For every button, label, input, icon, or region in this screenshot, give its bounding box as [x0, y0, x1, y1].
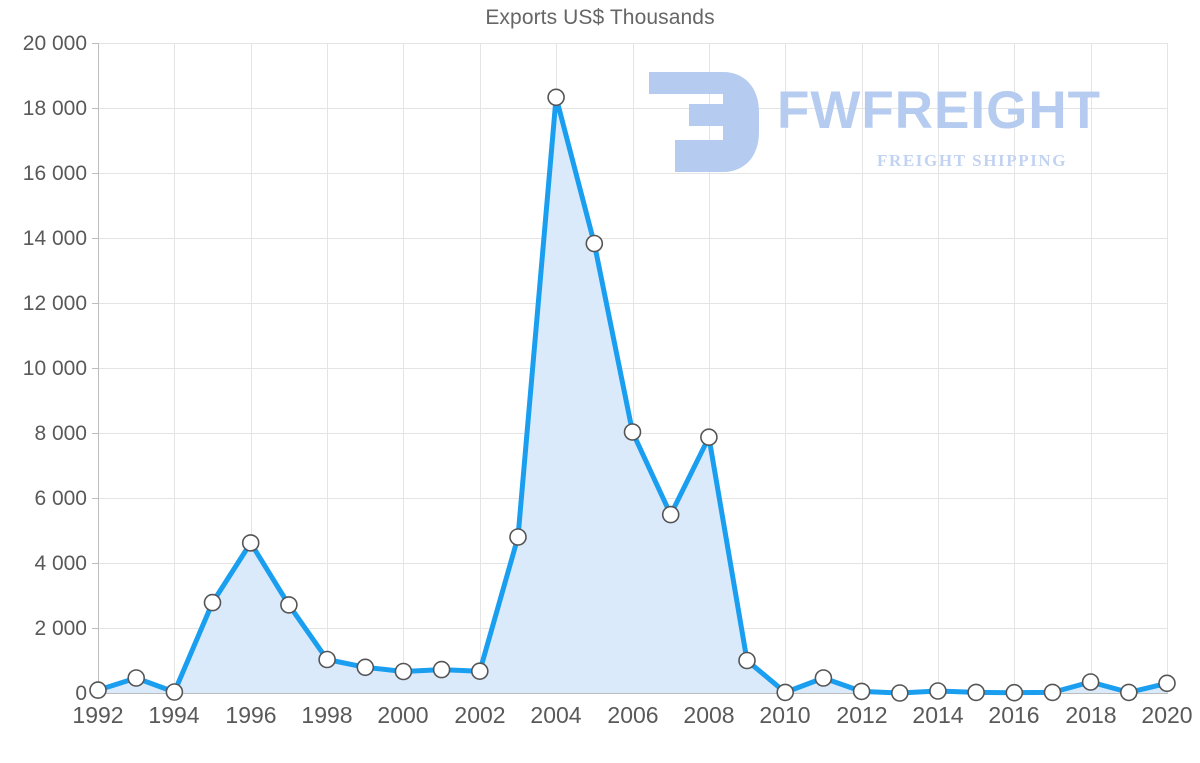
data-point-marker[interactable] [661, 505, 680, 524]
y-axis-tick [92, 108, 98, 109]
data-point-marker[interactable] [203, 593, 222, 612]
data-point-marker[interactable] [776, 683, 795, 702]
y-axis-label: 6 000 [34, 487, 87, 510]
x-axis-label: 2014 [912, 702, 964, 728]
data-point-marker[interactable] [356, 658, 375, 677]
x-axis-label: 2006 [607, 702, 659, 728]
gridline-vertical [862, 43, 863, 693]
area-fill [98, 97, 1167, 694]
data-point-marker[interactable] [547, 88, 565, 107]
y-axis-tick [92, 628, 98, 629]
gridline-vertical [98, 43, 99, 693]
data-point-marker[interactable] [241, 534, 260, 552]
data-point-marker[interactable] [700, 428, 718, 447]
data-point-marker[interactable] [470, 662, 489, 681]
data-point-marker[interactable] [1120, 683, 1138, 702]
x-axis-label: 2010 [759, 702, 811, 728]
y-axis-tick [92, 368, 98, 369]
y-axis-label: 10 000 [22, 357, 87, 380]
x-axis-label: 2018 [1065, 702, 1117, 728]
gridline-vertical [174, 43, 175, 693]
y-axis-label: 14 000 [22, 227, 87, 250]
data-point-marker[interactable] [929, 682, 947, 700]
x-axis-line [98, 693, 1168, 694]
data-point-marker[interactable] [738, 651, 756, 670]
gridline-horizontal [98, 368, 1167, 369]
data-point-marker[interactable] [623, 423, 642, 441]
x-axis-label: 1992 [72, 702, 124, 728]
y-axis-tick [92, 43, 98, 44]
gridline-vertical [403, 43, 404, 693]
y-axis-label: 2 000 [34, 617, 87, 640]
data-point-marker[interactable] [432, 660, 451, 679]
y-axis-tick [92, 173, 98, 174]
x-axis-label: 2012 [836, 702, 888, 728]
gridline-vertical [709, 43, 710, 693]
x-axis-label: 1996 [225, 702, 277, 728]
gridline-horizontal [98, 303, 1167, 304]
gridline-horizontal [98, 173, 1167, 174]
gridline-vertical [1014, 43, 1015, 693]
x-axis-label: 2002 [454, 702, 506, 728]
y-axis-tick [92, 498, 98, 499]
x-axis-label: 2016 [988, 702, 1040, 728]
y-axis-label: 8 000 [34, 422, 87, 445]
y-axis-label: 18 000 [22, 97, 87, 120]
y-axis-tick [92, 433, 98, 434]
data-point-marker[interactable] [394, 662, 413, 681]
data-point-marker[interactable] [127, 669, 145, 687]
gridline-vertical [938, 43, 939, 693]
gridline-vertical [785, 43, 786, 693]
y-axis-tick [92, 303, 98, 304]
y-axis-tick [92, 238, 98, 239]
gridline-vertical [480, 43, 481, 693]
data-point-marker[interactable] [852, 682, 871, 701]
data-point-marker[interactable] [890, 684, 909, 702]
data-point-marker[interactable] [1158, 674, 1176, 693]
data-point-marker[interactable] [318, 650, 336, 669]
data-point-marker[interactable] [89, 681, 107, 699]
data-point-marker[interactable] [165, 683, 184, 701]
gridline-vertical [1091, 43, 1092, 693]
x-axis-label: 2004 [530, 702, 582, 728]
data-point-marker[interactable] [585, 234, 604, 253]
x-axis-label: 1998 [301, 702, 353, 728]
x-axis-label: 2000 [377, 702, 429, 728]
data-point-marker[interactable] [1043, 683, 1062, 702]
gridline-vertical [327, 43, 328, 693]
data-point-marker[interactable] [1005, 683, 1024, 702]
y-axis-label: 16 000 [22, 162, 87, 185]
x-axis-label: 2008 [683, 702, 735, 728]
data-point-marker[interactable] [967, 683, 985, 702]
gridline-horizontal [98, 43, 1167, 44]
y-axis-line [97, 43, 99, 694]
gridline-vertical [633, 43, 634, 693]
gridline-horizontal [98, 108, 1167, 109]
gridline-horizontal [98, 238, 1167, 239]
data-point-markers [89, 88, 1176, 702]
x-axis-label: 2020 [1141, 702, 1193, 728]
chart-title: Exports US$ Thousands [485, 6, 715, 29]
y-axis-label: 4 000 [34, 552, 87, 575]
y-axis-label: 0 [75, 682, 87, 705]
y-axis-label: 20 000 [22, 32, 87, 55]
data-point-marker[interactable] [509, 528, 527, 546]
data-point-marker[interactable] [814, 669, 833, 687]
x-axis-label: 1994 [148, 702, 200, 728]
gridline-vertical [1167, 43, 1168, 693]
y-axis-tick [92, 563, 98, 564]
y-axis-label: 12 000 [22, 292, 87, 315]
data-point-marker[interactable] [280, 596, 298, 614]
data-point-marker[interactable] [1081, 673, 1100, 691]
gridline-vertical [251, 43, 252, 693]
